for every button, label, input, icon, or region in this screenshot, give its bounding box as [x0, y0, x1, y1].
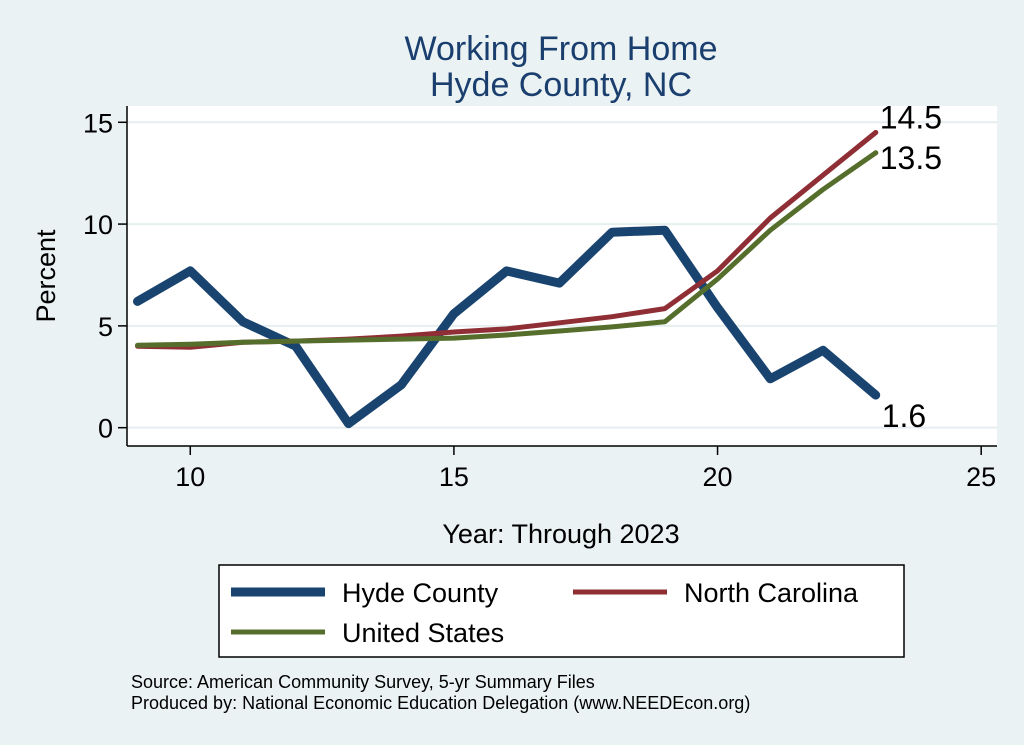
axis-layer: 0 5 10 15 10 15 20 25 [83, 106, 997, 492]
grid-layer [127, 121, 997, 429]
y-tick-label-10: 10 [83, 210, 113, 240]
series-end-point-north-carolina [873, 129, 879, 135]
y-tick-label-0: 0 [98, 414, 113, 444]
x-tick-label-20: 20 [703, 462, 733, 492]
legend: Hyde County North Carolina United States [218, 564, 905, 658]
chart-title-line-2: Hyde County, NC [430, 66, 692, 104]
series-end-point-hyde-county [873, 392, 879, 398]
end-label-united-states: 13.5 [880, 140, 942, 176]
y-axis-title: Percent [31, 229, 61, 323]
source-note: Source: American Community Survey, 5-yr … [131, 672, 595, 692]
end-label-layer: 1.6 14.5 13.5 [880, 99, 942, 434]
chart-title-line-1: Working From Home [405, 30, 718, 68]
produced-by-note: Produced by: National Economic Education… [131, 693, 750, 713]
series-line-united-states [135, 150, 879, 348]
series-end-point-united-states [873, 150, 879, 156]
end-label-north-carolina: 14.5 [880, 99, 942, 135]
series-layer [133, 129, 881, 429]
x-tick-label-15: 15 [439, 462, 469, 492]
legend-box [218, 564, 905, 658]
x-axis-title: Year: Through 2023 [442, 519, 679, 549]
end-label-hyde-county: 1.6 [882, 398, 926, 434]
x-tick-label-25: 25 [966, 462, 996, 492]
legend-label-united-states: United States [342, 618, 504, 648]
y-tick-label-5: 5 [98, 312, 113, 342]
legend-label-hyde-county: Hyde County [342, 578, 499, 608]
series-line-hyde-county [133, 225, 881, 429]
legend-label-north-carolina: North Carolina [684, 578, 859, 608]
x-tick-label-10: 10 [175, 462, 205, 492]
y-tick-label-15: 15 [83, 108, 113, 138]
